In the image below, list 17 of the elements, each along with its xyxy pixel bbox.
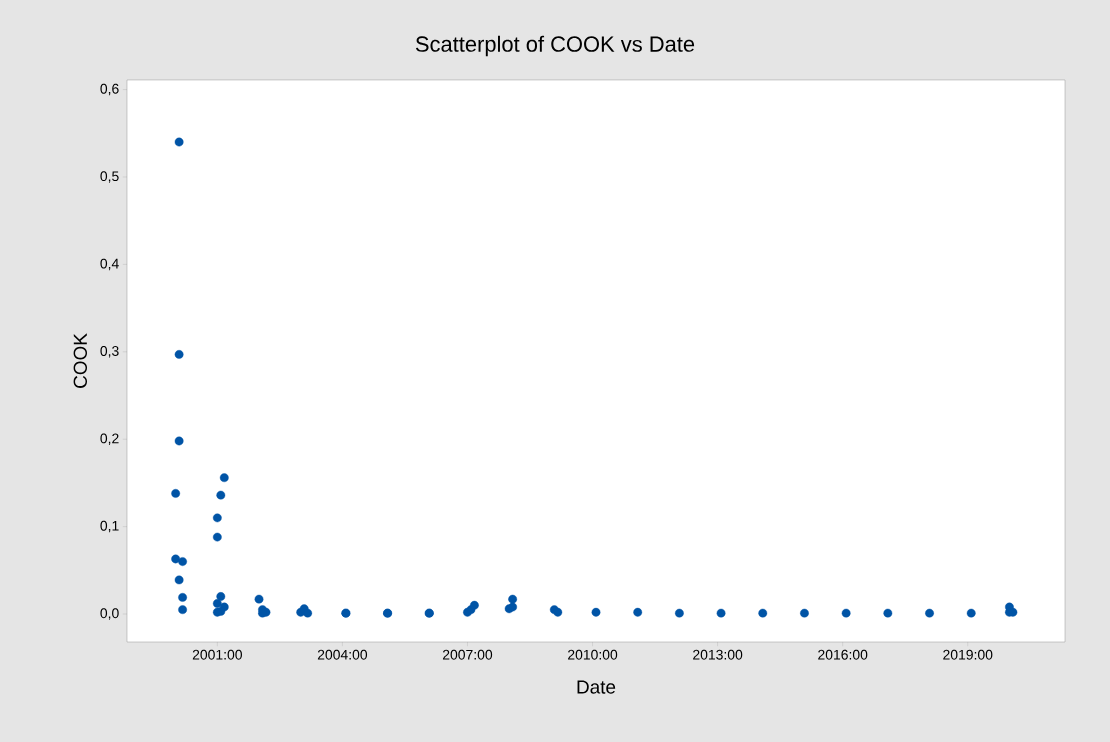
y-tick-label: 0,0 [100, 608, 119, 620]
y-tick-label: 0,4 [100, 258, 119, 271]
x-tick-label: 2013:00 [693, 649, 743, 660]
y-tick-label: 0,1 [100, 520, 119, 533]
y-tick-label: 0,5 [100, 171, 119, 183]
x-axis-title: Date [577, 680, 616, 694]
x-tick-label: 2016:00 [818, 649, 868, 660]
y-axis-title: COOK [73, 333, 88, 388]
x-tick-label: 2001:00 [192, 649, 242, 660]
y-tick-label: 0,3 [100, 346, 119, 358]
y-tick-label: 0,6 [100, 83, 119, 96]
x-tick-label: 2007:00 [442, 649, 493, 660]
y-tick-label: 0,2 [100, 433, 119, 445]
chart-title: Scatterplot of COOK vs Date [415, 35, 695, 57]
x-tick-label: 2010:00 [568, 649, 618, 660]
x-tick-label: 2019:00 [943, 649, 993, 660]
x-tick-label: 2004:00 [317, 649, 368, 660]
